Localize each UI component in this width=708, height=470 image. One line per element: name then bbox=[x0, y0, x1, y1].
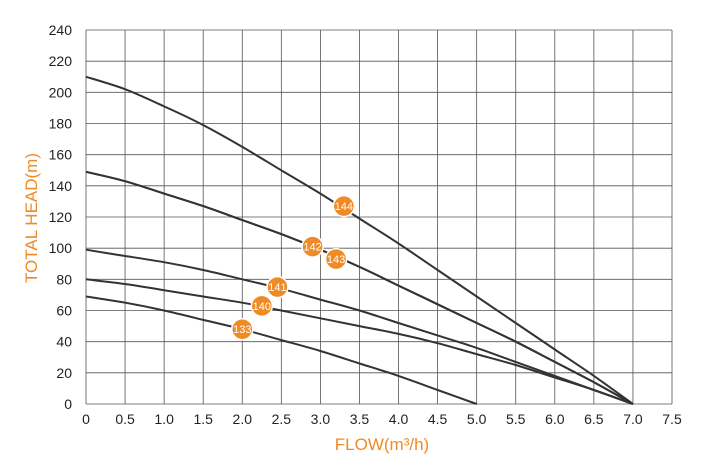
curve-label-badge-141 bbox=[266, 275, 289, 299]
y-tick-label: 20 bbox=[56, 365, 72, 381]
x-tick-labels: 0 0.5 1.0 1.5 2.0 2.5 3.0 3.5 4.0 4.5 5.0 5.5 6.0 6.5… bbox=[82, 411, 682, 427]
x-tick-label: 1.0 bbox=[154, 411, 174, 427]
y-tick-label: 180 bbox=[49, 116, 73, 132]
y-tick-label: 100 bbox=[49, 240, 73, 256]
x-tick-label: 0.5 bbox=[115, 411, 135, 427]
curve-133 bbox=[85, 295, 478, 405]
curve-label-badge-144 bbox=[332, 194, 356, 218]
x-tick-label: 5.5 bbox=[506, 411, 526, 427]
curve-label-140: 140 bbox=[253, 301, 271, 313]
y-tick-label: 200 bbox=[49, 84, 73, 100]
x-tick-label: 6.5 bbox=[584, 411, 604, 427]
x-tick-label: 7.5 bbox=[662, 411, 682, 427]
x-axis-title: FLOW(m³/h) bbox=[335, 435, 429, 454]
curve-label-badge-133 bbox=[231, 317, 254, 341]
curve-label-143: 143 bbox=[327, 254, 345, 266]
curve-label-142: 142 bbox=[303, 242, 321, 254]
x-tick-label: 2.0 bbox=[233, 411, 253, 427]
grid bbox=[85, 29, 673, 405]
curve-140 bbox=[85, 278, 634, 405]
y-tick-label: 240 bbox=[49, 22, 73, 38]
x-tick-label: 3.0 bbox=[311, 411, 331, 427]
y-tick-label: 60 bbox=[56, 303, 72, 319]
curve-label-badge-140 bbox=[250, 294, 274, 318]
curve-141 bbox=[85, 248, 634, 405]
x-tick-label: 3.5 bbox=[350, 411, 370, 427]
x-tick-label: 1.5 bbox=[193, 411, 213, 427]
curves bbox=[85, 75, 634, 405]
y-tick-label: 120 bbox=[49, 209, 73, 225]
curve-label-141: 141 bbox=[268, 282, 286, 294]
y-tick-label: 0 bbox=[64, 396, 72, 412]
x-tick-label: 4.0 bbox=[389, 411, 409, 427]
x-tick-label: 7.0 bbox=[623, 411, 643, 427]
curve-143 bbox=[85, 170, 634, 405]
x-tick-label: 2.5 bbox=[272, 411, 292, 427]
curve-label-133: 133 bbox=[233, 324, 251, 336]
curve-label-144: 144 bbox=[335, 201, 353, 213]
y-tick-label: 80 bbox=[56, 271, 72, 287]
y-tick-label: 40 bbox=[56, 334, 72, 350]
x-tick-label: 0 bbox=[82, 411, 90, 427]
y-tick-label: 160 bbox=[49, 147, 73, 163]
x-tick-label: 5.0 bbox=[467, 411, 487, 427]
y-axis-title: TOTAL HEAD(m) bbox=[22, 153, 41, 283]
x-tick-label: 6.0 bbox=[545, 411, 565, 427]
y-tick-labels: 0 20 40 60 80 100 120 140 160 180 200 220 240 bbox=[49, 22, 73, 412]
curve-label-badge-142 bbox=[301, 235, 324, 258]
curve-144 bbox=[85, 75, 634, 405]
y-tick-label: 140 bbox=[49, 178, 73, 194]
x-tick-label: 4.5 bbox=[428, 411, 448, 427]
y-tick-label: 220 bbox=[49, 53, 73, 69]
curve-label-badge-143 bbox=[324, 247, 348, 271]
